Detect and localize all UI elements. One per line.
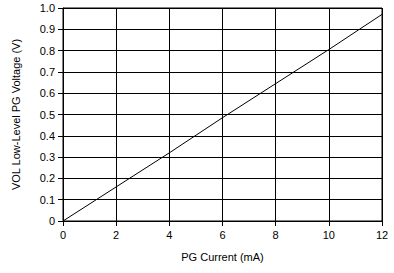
svg-text:PG Current (mA): PG Current (mA) bbox=[181, 251, 264, 263]
svg-text:0.7: 0.7 bbox=[40, 66, 55, 78]
svg-text:0.9: 0.9 bbox=[40, 23, 55, 35]
svg-text:8: 8 bbox=[273, 229, 279, 241]
svg-text:0.3: 0.3 bbox=[40, 151, 55, 163]
svg-text:2: 2 bbox=[113, 229, 119, 241]
svg-text:0.1: 0.1 bbox=[40, 194, 55, 206]
svg-text:0.2: 0.2 bbox=[40, 172, 55, 184]
svg-text:1.0: 1.0 bbox=[40, 2, 55, 14]
svg-text:4: 4 bbox=[166, 229, 172, 241]
svg-text:0.4: 0.4 bbox=[40, 130, 55, 142]
svg-text:0: 0 bbox=[49, 215, 55, 227]
svg-text:10: 10 bbox=[323, 229, 335, 241]
svg-text:6: 6 bbox=[219, 229, 225, 241]
svg-text:12: 12 bbox=[376, 229, 388, 241]
svg-text:0.6: 0.6 bbox=[40, 87, 55, 99]
svg-text:0.5: 0.5 bbox=[40, 109, 55, 121]
svg-text:0: 0 bbox=[60, 229, 66, 241]
svg-text:VOL Low-Level PG Voltage (V): VOL Low-Level PG Voltage (V) bbox=[10, 39, 22, 190]
svg-text:0.8: 0.8 bbox=[40, 45, 55, 57]
